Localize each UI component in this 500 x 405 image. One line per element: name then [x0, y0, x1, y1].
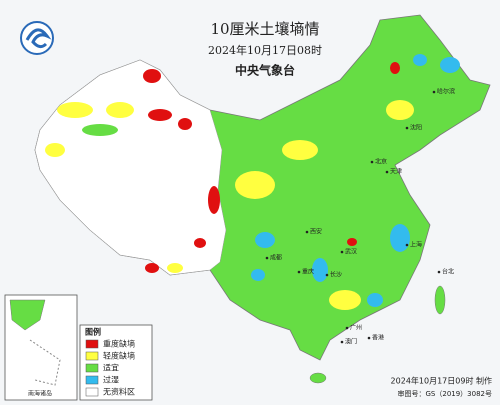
- light-patch: [235, 171, 275, 199]
- legend-swatch: [85, 387, 99, 397]
- severe-patch: [143, 69, 161, 83]
- title: 10厘米土壤墒情: [210, 20, 319, 38]
- light-patch: [167, 263, 183, 273]
- place-dot: [385, 170, 389, 174]
- inset-boundary: [29, 339, 61, 386]
- place-label: 武汉: [345, 248, 357, 256]
- wet-patch: [312, 258, 328, 282]
- place-label: 台北: [442, 268, 454, 276]
- severe-patch: [194, 238, 206, 248]
- light-patch: [45, 143, 65, 157]
- place-label: 北京: [375, 158, 387, 166]
- severe-patch: [178, 118, 192, 130]
- subtitle: 2024年10月17日08时: [208, 43, 322, 57]
- legend-label: 重度缺墒: [103, 339, 135, 349]
- place-label: 西安: [310, 228, 322, 236]
- legend-label: 轻度缺墒: [103, 351, 135, 361]
- inset-land: [9, 299, 46, 331]
- severe-patch: [347, 238, 357, 246]
- severe-patch: [390, 62, 400, 74]
- light-patch: [386, 100, 414, 120]
- wet-patch: [251, 269, 265, 281]
- legend-swatch: [85, 363, 99, 373]
- place-dot: [305, 230, 309, 234]
- legend-swatch: [85, 351, 99, 361]
- legend-label: 过湿: [103, 375, 119, 385]
- wet-patch: [413, 54, 427, 66]
- severe-patch: [208, 186, 220, 214]
- severe-patch: [145, 263, 159, 273]
- place-dot: [432, 90, 436, 94]
- wet-patch: [255, 232, 275, 248]
- inset-label: 南海诸岛: [28, 390, 52, 398]
- issuer: 中央气象台: [235, 63, 295, 78]
- legend-title: 图例: [85, 327, 101, 337]
- wet-patch: [390, 224, 410, 252]
- moisture-patches: [45, 54, 460, 384]
- place-dot: [367, 336, 371, 340]
- place-label: 澳门: [345, 338, 357, 346]
- logo-mark: [25, 28, 52, 49]
- suitable-patch: [82, 124, 118, 136]
- place-label: 香港: [372, 334, 384, 342]
- place-label: 重庆: [302, 268, 314, 276]
- place-label: 天津: [390, 169, 402, 176]
- place-label: 广州: [350, 324, 362, 332]
- legend-frame: [79, 324, 153, 401]
- place-dot: [437, 270, 441, 274]
- place-dot: [265, 256, 269, 260]
- place-dot: [325, 273, 329, 277]
- wet-patch: [440, 57, 460, 73]
- hainan: [309, 372, 327, 384]
- light-patch: [329, 290, 361, 310]
- place-label: 成都: [270, 254, 282, 262]
- footer-approval: 审图号：GS（2019）3082号: [398, 389, 493, 398]
- place-dot: [297, 270, 301, 274]
- wet-patch: [367, 293, 383, 307]
- legend-swatch: [85, 375, 99, 385]
- light-patch: [106, 102, 134, 118]
- place-label: 上海: [410, 241, 422, 249]
- light-patch: [282, 140, 318, 160]
- place-dot: [370, 160, 374, 164]
- legend-swatch: [85, 339, 99, 349]
- place-dot: [405, 126, 409, 130]
- light-patch: [57, 102, 93, 118]
- place-dot: [345, 326, 349, 330]
- legend-label: 适宜: [103, 363, 119, 373]
- place-label: 长沙: [330, 271, 342, 279]
- legend-label: 无资料区: [103, 387, 135, 397]
- place-dot: [340, 340, 344, 344]
- taiwan: [434, 285, 446, 315]
- place-dot: [405, 243, 409, 247]
- place-label: 哈尔滨: [437, 88, 455, 96]
- place-label: 沈阳: [410, 124, 422, 132]
- place-dot: [340, 250, 344, 254]
- footer-made: 2024年10月17日09时 制作: [391, 376, 492, 386]
- severe-patch: [148, 109, 172, 121]
